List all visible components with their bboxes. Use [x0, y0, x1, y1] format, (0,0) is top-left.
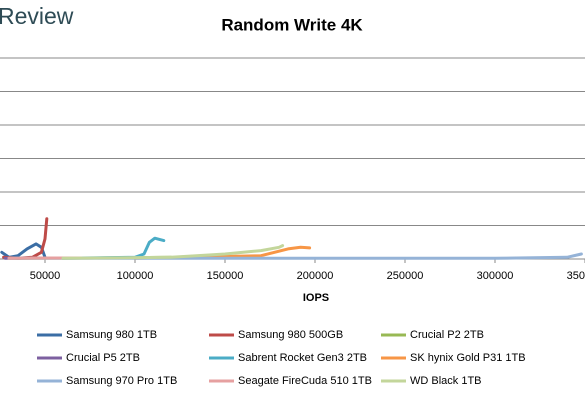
- series-line: [61, 244, 285, 260]
- x-tick-label: 250000: [387, 270, 424, 282]
- series-line: [7, 252, 583, 260]
- legend-label: Sabrent Rocket Gen3 2TB: [238, 352, 367, 364]
- legend-label: WD Black 1TB: [410, 375, 482, 387]
- series-line: [61, 236, 166, 260]
- x-tick-label: 350000: [567, 270, 585, 282]
- series-line: [133, 245, 312, 260]
- legend-label: Samsung 980 500GB: [238, 329, 343, 341]
- legend-label: Samsung 980 1TB: [66, 329, 157, 341]
- x-tick-label: 100000: [117, 270, 154, 282]
- legend-label: SK hynix Gold P31 1TB: [410, 352, 526, 364]
- chart-title: Random Write 4K: [221, 15, 363, 34]
- x-tick-label: 200000: [297, 270, 334, 282]
- x-axis-label: IOPS: [303, 292, 329, 304]
- legend-label: Samsung 970 Pro 1TB: [66, 375, 177, 387]
- x-tick-label: 150000: [207, 270, 244, 282]
- logo: Review: [0, 3, 74, 29]
- x-tick-label: 300000: [477, 270, 514, 282]
- legend-label: Crucial P5 2TB: [66, 352, 140, 364]
- legend-label: Crucial P2 2TB: [410, 329, 484, 341]
- x-tick-label: 50000: [30, 270, 61, 282]
- series-line: [2, 217, 49, 260]
- legend-label: Seagate FireCuda 510 1TB: [238, 375, 372, 387]
